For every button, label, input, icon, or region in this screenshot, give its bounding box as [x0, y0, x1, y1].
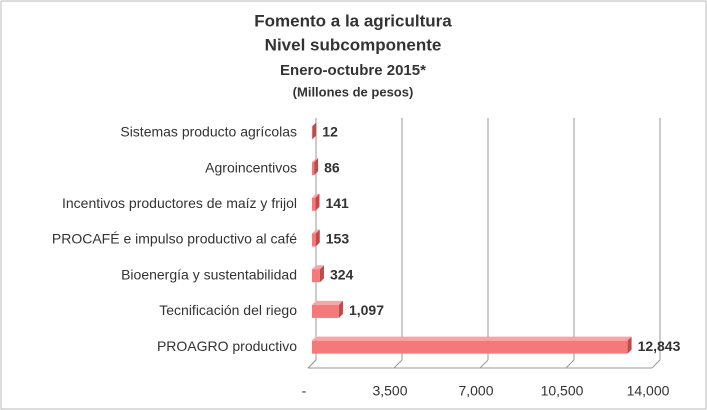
- x-tick-label: 10,500: [541, 383, 584, 399]
- y-tick-label: Agroincentivos: [205, 159, 297, 175]
- bar: [312, 269, 320, 283]
- x-tick-label: 7,000: [458, 383, 493, 399]
- x-tick-label: 3,500: [372, 383, 407, 399]
- data-label: 324: [330, 266, 354, 282]
- grid-line: [393, 359, 403, 369]
- data-label: 12: [322, 124, 338, 140]
- data-label: 141: [325, 195, 349, 211]
- x-tick-label: -: [302, 383, 307, 399]
- bar-side: [315, 193, 320, 211]
- bar: [312, 233, 316, 247]
- y-tick-label: PROCAFÉ e impulso productivo al café: [52, 231, 297, 247]
- bar-top: [312, 300, 343, 305]
- bar-side: [315, 229, 320, 247]
- bar-top: [312, 193, 320, 198]
- chart-title: Fomento a la agricultura: [254, 11, 452, 30]
- bar-side: [314, 158, 319, 176]
- y-tick-label: Sistemas producto agrícolas: [120, 124, 297, 140]
- bar-top: [312, 265, 324, 270]
- data-label: 1,097: [349, 302, 384, 318]
- bar-side: [312, 122, 317, 140]
- grid-line: [307, 359, 317, 369]
- grid-line: [479, 359, 489, 369]
- y-tick-label: Tecnificación del riego: [159, 302, 297, 318]
- bar-side: [627, 336, 632, 354]
- x-tick-label: 14,000: [627, 383, 670, 399]
- bar: [312, 304, 339, 318]
- chart-subtitle: (Millones de pesos): [293, 84, 414, 99]
- bar-side: [338, 300, 343, 318]
- bar-top: [312, 336, 632, 341]
- bar: [312, 162, 315, 176]
- chart-subtitle: Nivel subcomponente: [265, 35, 442, 54]
- grid-line: [565, 359, 575, 369]
- data-label: 153: [326, 231, 350, 247]
- bar-side: [319, 265, 324, 283]
- bar: [312, 340, 628, 354]
- y-tick-label: Bioenergía y sustentabilidad: [121, 266, 297, 282]
- bar-top: [312, 229, 320, 234]
- chart-subtitle: Enero-octubre 2015*: [280, 62, 426, 79]
- grid-line: [651, 359, 661, 369]
- data-label: 12,843: [638, 338, 681, 354]
- bar: [312, 197, 316, 211]
- y-tick-label: Incentivos productores de maíz y frijol: [62, 195, 297, 211]
- bar-top: [312, 158, 319, 163]
- data-label: 86: [324, 159, 340, 175]
- bar-top: [312, 122, 317, 127]
- y-tick-label: PROAGRO productivo: [157, 338, 297, 354]
